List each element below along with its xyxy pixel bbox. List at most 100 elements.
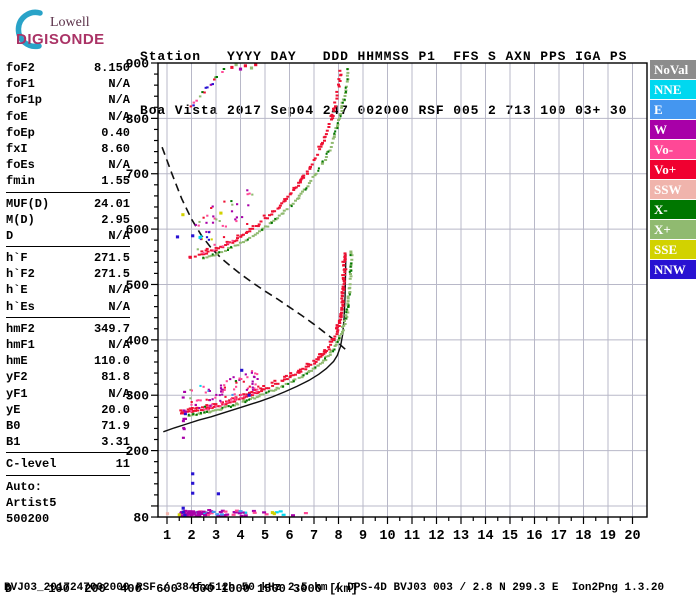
param-label: h`F2	[6, 267, 35, 282]
legend-item-x: X+	[650, 220, 696, 239]
legend-item-e: E	[650, 100, 696, 119]
param-row: yF1 N/A	[6, 386, 130, 402]
svg-text:12: 12	[428, 529, 444, 544]
param-row: h`F 271.5	[6, 250, 130, 266]
param-row: foEs N/A	[6, 157, 130, 173]
legend-item-x: X-	[650, 200, 696, 219]
svg-text:11: 11	[404, 529, 420, 544]
logo-text-digisonde: DIGISONDE	[16, 31, 105, 48]
param-row: fmin 1.55	[6, 173, 130, 189]
plot-data-layer	[161, 63, 354, 517]
plot-grid	[158, 63, 647, 517]
param-group: h`F 271.5 h`F2 271.5 h`E N/A h`Es N/A	[6, 250, 130, 318]
svg-text:4: 4	[236, 529, 244, 544]
param-row: h`E N/A	[6, 282, 130, 298]
param-value: N/A	[108, 283, 130, 298]
param-value: 271.5	[93, 267, 130, 282]
param-value: 11	[115, 457, 130, 472]
param-group: MUF(D) 24.01 M(D) 2.95 D N/A	[6, 196, 130, 248]
param-value: 110.0	[93, 354, 130, 369]
svg-text:500: 500	[126, 278, 150, 293]
param-group: C-level 11	[6, 456, 130, 476]
param-row: foF2 8.150	[6, 60, 130, 76]
param-value: N/A	[108, 77, 130, 92]
param-value: 349.7	[93, 321, 130, 336]
legend-item-nne: NNE	[650, 80, 696, 99]
true-height-profile-curve	[163, 253, 347, 433]
param-value: N/A	[108, 386, 130, 401]
param-label: hmF2	[6, 321, 35, 336]
echo-traces	[179, 68, 354, 417]
svg-text:10: 10	[379, 529, 395, 544]
param-row: M(D) 2.95	[6, 212, 130, 228]
param-label: Artist5	[6, 495, 57, 510]
legend-item-noval: NoVal	[650, 60, 696, 79]
distance-row: D 100 200 400 600 800 1000 1500 3000 [km…	[5, 582, 358, 596]
svg-text:6: 6	[285, 529, 293, 544]
legend-item-ssw: SSW	[650, 180, 696, 199]
scaled-parameters-panel: foF2 8.150 foF1 N/A foF1p N/A foE N/A foEp 0.40 fx…	[6, 60, 130, 532]
spread-echo-scatter	[165, 63, 308, 517]
param-label: B0	[6, 418, 21, 433]
svg-text:3: 3	[212, 529, 220, 544]
param-label: Auto:	[6, 479, 43, 494]
param-row: Auto:	[6, 479, 130, 495]
svg-text:15: 15	[502, 529, 518, 544]
param-label: B1	[6, 435, 21, 450]
param-group: foF2 8.150 foF1 N/A foF1p N/A foE N/A foEp 0.40 fx…	[6, 60, 130, 193]
logo-text-lowell: Lowell	[50, 15, 90, 30]
legend-item-sse: SSE	[650, 240, 696, 259]
param-label: M(D)	[6, 212, 35, 227]
param-value: N/A	[108, 338, 130, 352]
svg-text:13: 13	[453, 529, 469, 544]
header-column-titles: Station YYYY DAY DDD HHMMSS P1 FFS S AXN…	[140, 49, 628, 64]
param-label: foF2	[6, 61, 35, 75]
param-label: yF1	[6, 386, 28, 401]
muf-table: D 100 200 400 600 800 1000 1500 3000 [km…	[5, 553, 365, 600]
param-value: N/A	[108, 93, 130, 108]
legend-item-nnw: NNW	[650, 260, 696, 279]
svg-text:700: 700	[126, 167, 150, 182]
svg-text:200: 200	[126, 444, 150, 459]
param-label: h`F	[6, 251, 28, 266]
param-row: yF2 81.8	[6, 369, 130, 385]
param-value: 271.5	[93, 251, 130, 266]
svg-text:5: 5	[261, 529, 269, 544]
param-row: hmE 110.0	[6, 353, 130, 369]
svg-text:2: 2	[187, 529, 195, 544]
param-label: h`Es	[6, 299, 35, 314]
param-row: hmF2 349.7	[6, 321, 130, 337]
param-value: 20.0	[101, 402, 130, 417]
station-header: Station YYYY DAY DDD HHMMSS P1 FFS S AXN…	[140, 12, 627, 156]
svg-text:19: 19	[600, 529, 616, 544]
lowell-digisonde-logo: Lowell DIGISONDE	[4, 6, 136, 56]
svg-text:80: 80	[133, 511, 149, 526]
param-label: foF1	[6, 77, 35, 92]
param-value: 24.01	[93, 196, 130, 211]
legend-item-w: W	[650, 120, 696, 139]
param-label: foF1p	[6, 93, 43, 108]
legend-item-vo: Vo-	[650, 140, 696, 159]
param-row: B0 71.9	[6, 418, 130, 434]
param-label: foE	[6, 109, 28, 124]
param-value: 8.150	[93, 61, 130, 75]
param-value: 81.8	[101, 370, 130, 385]
svg-text:18: 18	[575, 529, 591, 544]
param-group: hmF2 349.7 hmF1 N/A hmE 110.0 yF2 81.8 yF1 N/A yE 2…	[6, 321, 130, 454]
param-label: fxI	[6, 141, 28, 156]
param-label: C-level	[6, 457, 57, 472]
svg-text:400: 400	[126, 333, 150, 348]
param-value: 3.31	[101, 435, 130, 450]
svg-text:9: 9	[359, 529, 367, 544]
svg-text:1: 1	[163, 529, 171, 544]
param-row: MUF(D) 24.01	[6, 196, 130, 212]
param-value: N/A	[108, 109, 130, 124]
param-label: fmin	[6, 174, 35, 189]
param-value: N/A	[108, 299, 130, 314]
svg-text:17: 17	[551, 529, 567, 544]
svg-text:16: 16	[526, 529, 542, 544]
param-value: N/A	[108, 158, 130, 173]
